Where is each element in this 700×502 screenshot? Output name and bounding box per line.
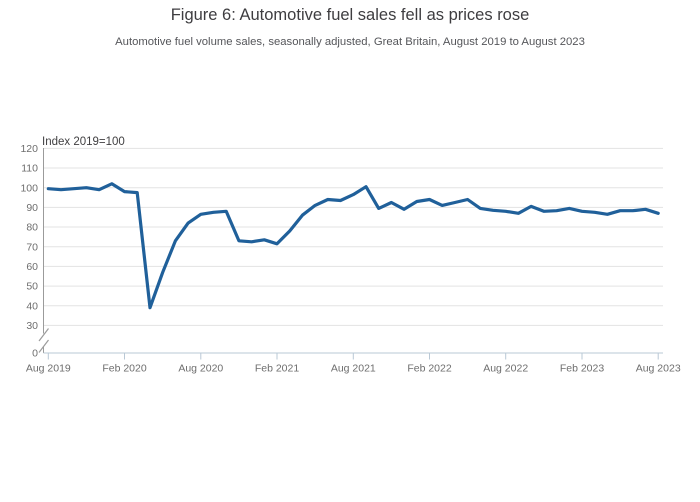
chart-subtitle: Automotive fuel volume sales, seasonally… [115, 36, 585, 48]
y-tick-label: 90 [26, 202, 38, 214]
y-tick-label: 70 [26, 241, 38, 253]
y-tick-label: 100 [20, 182, 38, 194]
x-tick-label: Aug 2023 [636, 363, 681, 375]
y-tick-label: 30 [26, 320, 38, 332]
data-series [46, 182, 660, 310]
x-tick-label: Feb 2023 [560, 363, 605, 375]
y-tick-label: 110 [21, 163, 38, 175]
axes [38, 148, 663, 360]
x-axis-tick-labels: Aug 2019 Feb 2020 Aug 2020 Feb 2021 Aug 2021… [26, 363, 681, 375]
chart-title: Figure 6: Automotive fuel sales fell as … [170, 6, 530, 24]
x-tick-label: Feb 2020 [102, 363, 147, 375]
axis-break-mark [38, 328, 49, 342]
x-tick-label: Aug 2021 [331, 363, 376, 375]
y-tick-label: 120 [20, 143, 38, 155]
y-tick-label: 50 [26, 281, 38, 293]
y-axis-unit-label: Index 2019=100 [42, 136, 125, 148]
gridlines [43, 147, 663, 326]
y-tick-label: 80 [26, 222, 38, 234]
axis-break-mark [38, 339, 49, 353]
x-tick-label: Aug 2019 [26, 363, 71, 375]
x-tick-label: Aug 2022 [483, 363, 528, 375]
y-tick-label: 60 [26, 261, 38, 273]
x-tick-label: Feb 2022 [407, 363, 452, 375]
x-tick-label: Feb 2021 [255, 363, 300, 375]
y-tick-label: 40 [26, 300, 38, 312]
fuel-sales-series-line [46, 182, 660, 310]
x-tick-label: Aug 2020 [178, 363, 223, 375]
y-axis-tick-labels: 120 110 100 90 80 70 60 50 40 30 0 [20, 143, 38, 360]
y-tick-label: 0 [32, 348, 38, 360]
